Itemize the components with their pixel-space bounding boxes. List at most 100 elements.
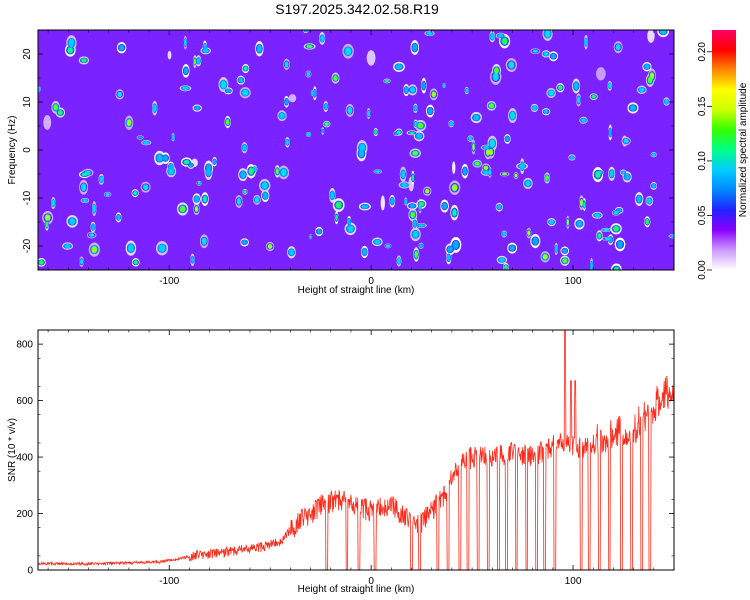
heatmap-peak <box>527 230 531 236</box>
heatmap-cell <box>651 183 656 189</box>
heatmap-cell <box>412 43 418 52</box>
heatmap-cell <box>647 198 652 204</box>
heatmap-peak <box>431 91 436 97</box>
heatmap-peak <box>414 251 418 258</box>
heatmap-cell <box>380 195 385 211</box>
heatmap-cell <box>289 249 294 256</box>
heatmap-cell <box>367 110 370 117</box>
heatmap-cell <box>449 121 454 126</box>
heatmap-cell <box>624 173 630 180</box>
heatmap-cell <box>509 245 515 252</box>
heatmap-cell <box>404 199 407 204</box>
heatmap-cell <box>510 111 516 120</box>
heatmap-peak <box>595 171 601 178</box>
heatmap-cell <box>225 88 231 93</box>
heatmap-cell <box>499 257 505 263</box>
heatmap-peak <box>425 189 430 194</box>
heatmap-cell <box>452 240 459 250</box>
heatmap-cell <box>422 81 426 90</box>
heatmap-cell <box>616 208 622 213</box>
heatmap-peak <box>194 206 199 212</box>
heatmap-cell <box>505 136 510 142</box>
heatmap-cell <box>347 225 354 233</box>
heatmap-peak <box>335 214 338 221</box>
heatmap-peak <box>248 168 254 175</box>
heatmap-cell <box>636 195 642 203</box>
heatmap-cell <box>242 240 247 245</box>
heatmap-cell <box>152 104 157 113</box>
heatmap-cell <box>306 72 311 77</box>
heatmap-peak <box>580 199 583 206</box>
heatmap-cell <box>544 30 551 38</box>
y-tick-label: -10 <box>22 190 33 205</box>
y-tick-label: 10 <box>22 96 33 108</box>
snr-frame <box>37 329 675 571</box>
heatmap-peak <box>374 130 378 134</box>
heatmap-cell <box>261 182 268 190</box>
heatmap-cell <box>385 244 391 248</box>
heatmap-peak <box>411 174 414 181</box>
snr-x-axis-label: Height of straight line (km) <box>298 584 415 595</box>
heatmap-cell <box>621 170 626 175</box>
heatmap-cell <box>361 204 369 209</box>
heatmap-cell <box>256 44 262 53</box>
heatmap-cell <box>532 49 539 53</box>
heatmap-cell <box>664 99 669 104</box>
heatmap-cell <box>590 261 593 270</box>
snr-panel: -100 0 100 0 200 400 600 800 Height of straigh… <box>7 329 675 595</box>
heatmap-cell <box>91 224 95 230</box>
colorbar-tick-label: 0.00 <box>697 260 708 280</box>
heatmap-cell <box>117 91 123 98</box>
heatmap-cells <box>38 30 674 270</box>
heatmap-cell <box>594 213 601 218</box>
heatmap-peak <box>45 214 51 221</box>
heatmap-peak <box>410 212 415 218</box>
y-tick-label: -20 <box>22 238 33 253</box>
heatmap-cell <box>168 168 174 175</box>
heatmap-cell <box>306 132 311 136</box>
heatmap-cell <box>212 159 217 165</box>
heatmap-cell <box>163 155 168 162</box>
x-tick-label: -100 <box>159 276 179 287</box>
heatmap-cell <box>347 218 351 225</box>
heatmap-cell <box>105 192 110 196</box>
heatmap-cell <box>401 170 406 179</box>
y-tick-label: 600 <box>16 396 33 407</box>
heatmap-cell <box>284 98 289 105</box>
heatmap-cell <box>191 256 195 264</box>
heatmap-peak <box>53 104 58 111</box>
heatmap-cell <box>623 138 629 144</box>
heatmap-cell <box>280 168 287 177</box>
heatmap-cell <box>584 38 588 46</box>
heatmap-peak <box>39 260 44 265</box>
heatmap-cell <box>576 96 581 104</box>
heatmap-cell <box>489 139 495 148</box>
heatmap-peak <box>452 209 457 216</box>
heatmap-cell <box>543 109 549 114</box>
heatmap-cell <box>569 155 574 160</box>
heatmap-x-axis: -100 0 100 <box>47 30 675 287</box>
heatmap-cell <box>288 94 297 103</box>
heatmap-cell <box>238 77 244 83</box>
heatmap-cell <box>81 183 87 192</box>
heatmap-cell <box>615 44 621 51</box>
heatmap-cell <box>330 191 335 200</box>
heatmap-cell <box>419 244 423 248</box>
heatmap-peak <box>385 79 389 83</box>
heatmap-cell <box>82 199 88 202</box>
heatmap-background <box>38 30 674 270</box>
heatmap-peak <box>306 44 313 48</box>
heatmap-cell <box>158 244 166 253</box>
heatmap-cell <box>143 141 149 145</box>
heatmap-peak <box>613 267 619 270</box>
heatmap-cell <box>313 89 317 97</box>
heatmap-cell <box>395 64 403 70</box>
heatmap-cell <box>236 198 242 205</box>
heatmap-cell <box>508 61 515 69</box>
heatmap-cell <box>548 90 554 96</box>
heatmap-cell <box>366 50 376 66</box>
heatmap-cell <box>404 86 409 94</box>
heatmap-peak <box>91 246 97 253</box>
heatmap-peak <box>335 202 342 208</box>
heatmap-peak <box>486 149 490 156</box>
